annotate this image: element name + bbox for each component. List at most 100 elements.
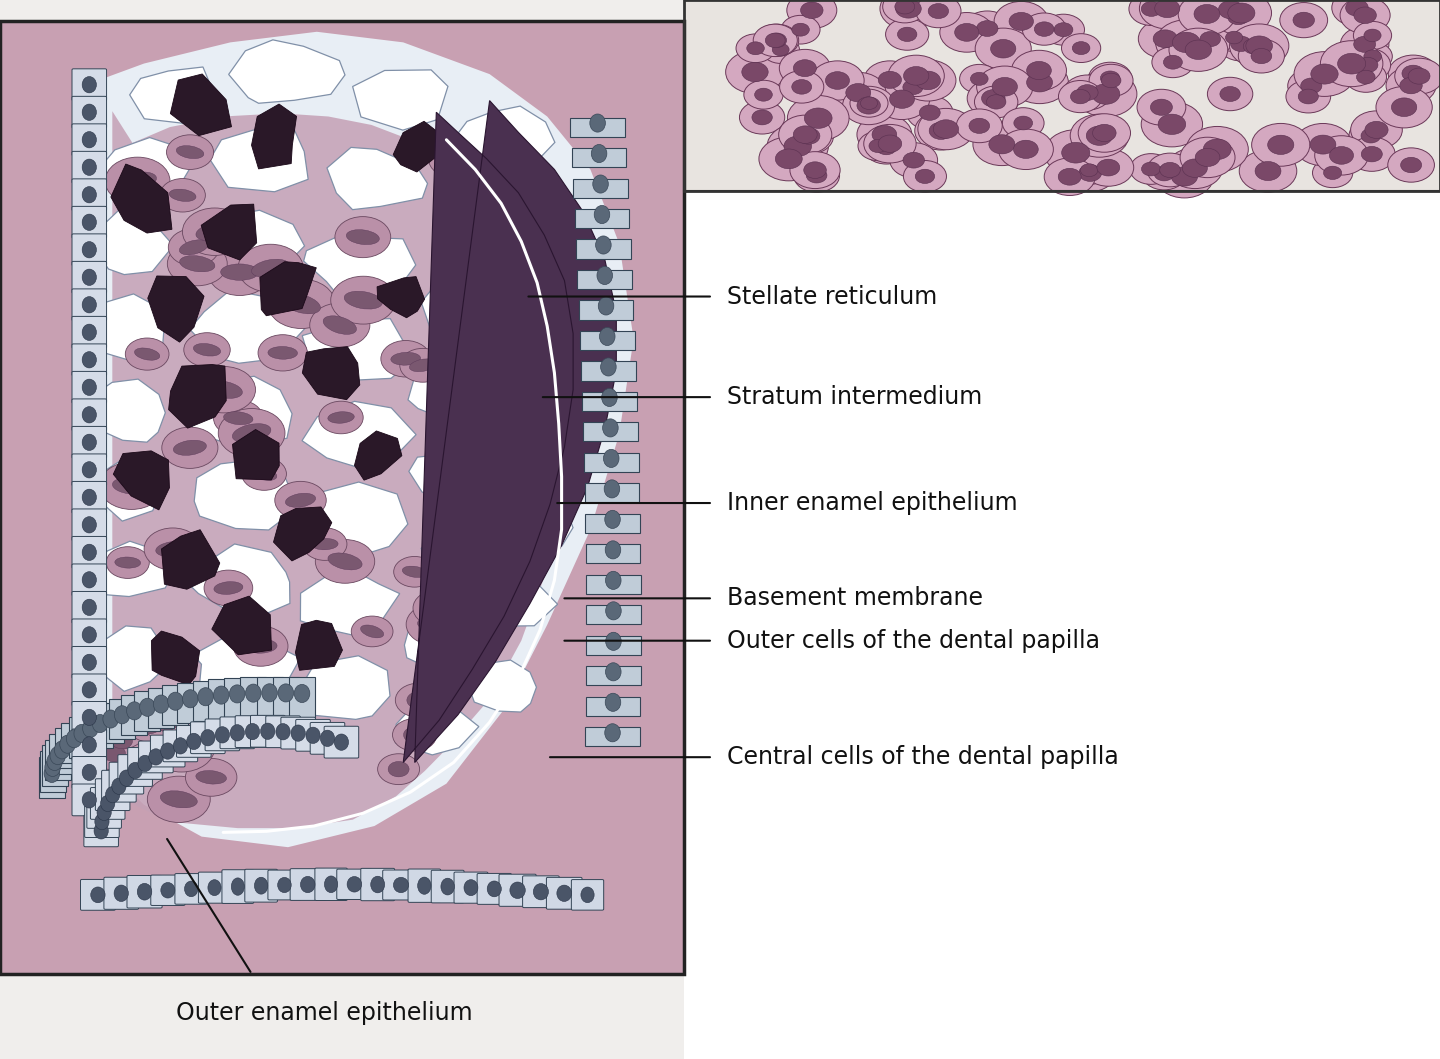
Circle shape xyxy=(429,141,478,177)
Circle shape xyxy=(1188,22,1233,56)
Polygon shape xyxy=(229,40,346,104)
Ellipse shape xyxy=(45,765,59,783)
Circle shape xyxy=(107,546,150,578)
Circle shape xyxy=(482,474,501,489)
Ellipse shape xyxy=(603,449,619,467)
Circle shape xyxy=(193,366,255,413)
Circle shape xyxy=(137,716,157,731)
Text: Central cells of the dental papilla: Central cells of the dental papilla xyxy=(727,746,1119,769)
Circle shape xyxy=(1089,62,1132,94)
Circle shape xyxy=(963,11,1011,47)
FancyBboxPatch shape xyxy=(222,869,253,903)
Ellipse shape xyxy=(334,734,348,750)
FancyBboxPatch shape xyxy=(72,399,107,431)
Ellipse shape xyxy=(324,876,338,893)
Ellipse shape xyxy=(301,877,315,893)
Circle shape xyxy=(900,59,956,101)
Circle shape xyxy=(1014,116,1032,130)
Circle shape xyxy=(503,382,521,396)
Ellipse shape xyxy=(118,172,157,190)
Circle shape xyxy=(783,137,812,157)
Ellipse shape xyxy=(82,489,96,505)
Polygon shape xyxy=(302,346,360,399)
Circle shape xyxy=(903,67,929,85)
Ellipse shape xyxy=(598,297,613,315)
Circle shape xyxy=(878,71,901,88)
FancyBboxPatch shape xyxy=(199,873,230,903)
Circle shape xyxy=(798,128,819,144)
Ellipse shape xyxy=(487,881,501,897)
FancyBboxPatch shape xyxy=(72,96,107,128)
Circle shape xyxy=(1388,148,1434,182)
Ellipse shape xyxy=(328,412,354,424)
Ellipse shape xyxy=(134,348,160,360)
Polygon shape xyxy=(579,301,634,320)
Circle shape xyxy=(861,96,877,109)
Circle shape xyxy=(482,145,530,180)
Ellipse shape xyxy=(180,239,209,255)
Circle shape xyxy=(955,23,979,41)
Ellipse shape xyxy=(200,730,215,746)
Polygon shape xyxy=(585,728,639,747)
Circle shape xyxy=(1315,136,1368,175)
FancyBboxPatch shape xyxy=(72,537,107,569)
Circle shape xyxy=(274,699,297,716)
Circle shape xyxy=(890,71,936,104)
Polygon shape xyxy=(527,236,599,298)
Polygon shape xyxy=(151,631,200,685)
Ellipse shape xyxy=(245,723,259,740)
Ellipse shape xyxy=(66,730,82,748)
Polygon shape xyxy=(393,122,445,172)
Circle shape xyxy=(1044,158,1096,196)
Text: Stellate reticulum: Stellate reticulum xyxy=(727,285,937,308)
Polygon shape xyxy=(582,361,636,380)
Ellipse shape xyxy=(127,702,143,720)
Ellipse shape xyxy=(73,724,89,742)
Circle shape xyxy=(742,62,768,82)
FancyBboxPatch shape xyxy=(150,735,184,767)
Circle shape xyxy=(1064,155,1116,192)
Circle shape xyxy=(92,737,137,770)
Circle shape xyxy=(880,0,937,30)
Circle shape xyxy=(929,122,953,140)
Polygon shape xyxy=(256,677,282,717)
Circle shape xyxy=(472,468,511,496)
Ellipse shape xyxy=(92,715,108,733)
Ellipse shape xyxy=(82,269,96,286)
Circle shape xyxy=(461,504,482,519)
Circle shape xyxy=(1204,0,1259,30)
Circle shape xyxy=(1195,148,1220,166)
Circle shape xyxy=(1227,8,1248,24)
Circle shape xyxy=(156,716,174,730)
Polygon shape xyxy=(405,615,487,675)
Circle shape xyxy=(903,79,923,94)
Ellipse shape xyxy=(311,538,338,550)
Ellipse shape xyxy=(163,737,200,758)
Ellipse shape xyxy=(184,881,197,897)
Ellipse shape xyxy=(173,738,187,754)
FancyBboxPatch shape xyxy=(281,717,315,749)
Ellipse shape xyxy=(82,241,96,258)
Circle shape xyxy=(156,707,192,734)
Ellipse shape xyxy=(167,693,183,711)
Polygon shape xyxy=(86,32,634,847)
Ellipse shape xyxy=(82,352,96,367)
Polygon shape xyxy=(289,678,315,718)
Polygon shape xyxy=(91,626,173,692)
Polygon shape xyxy=(576,239,631,258)
Circle shape xyxy=(845,84,871,102)
Circle shape xyxy=(1341,0,1390,34)
Circle shape xyxy=(1403,66,1424,82)
Ellipse shape xyxy=(120,770,134,786)
Circle shape xyxy=(435,167,492,210)
Circle shape xyxy=(857,114,912,155)
Circle shape xyxy=(1166,147,1223,189)
Circle shape xyxy=(903,161,946,192)
Polygon shape xyxy=(488,574,557,626)
FancyBboxPatch shape xyxy=(72,564,107,596)
Circle shape xyxy=(1073,41,1090,55)
FancyBboxPatch shape xyxy=(72,701,107,733)
Polygon shape xyxy=(586,697,641,716)
Circle shape xyxy=(1093,124,1116,142)
FancyBboxPatch shape xyxy=(91,788,125,820)
